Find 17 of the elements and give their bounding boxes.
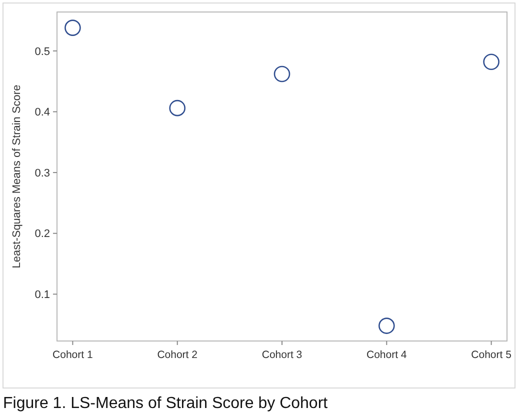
x-tick-label: Cohort 1: [52, 349, 93, 361]
y-axis-title: Least-Squares Means of Strain Score: [11, 84, 23, 268]
x-tick-label: Cohort 3: [262, 349, 302, 361]
x-tick-label: Cohort 5: [471, 349, 512, 361]
point: [274, 66, 290, 82]
x-tick-label: Cohort 2: [157, 349, 198, 361]
y-tick-label: 0.4: [34, 106, 50, 119]
point: [64, 20, 81, 36]
x-tick-label: Cohort 4: [366, 349, 407, 361]
y-tick-label: 0.5: [34, 46, 50, 58]
caption: Figure 1. LS-Means of Strain Score by Cohort: [3, 395, 328, 412]
y-tick-label: 0.3: [34, 167, 50, 180]
y-tick-label: 0.1: [34, 289, 50, 302]
y-tick-label: 0.2: [34, 228, 50, 240]
point: [378, 318, 395, 334]
point: [483, 54, 500, 70]
point: [169, 100, 186, 116]
